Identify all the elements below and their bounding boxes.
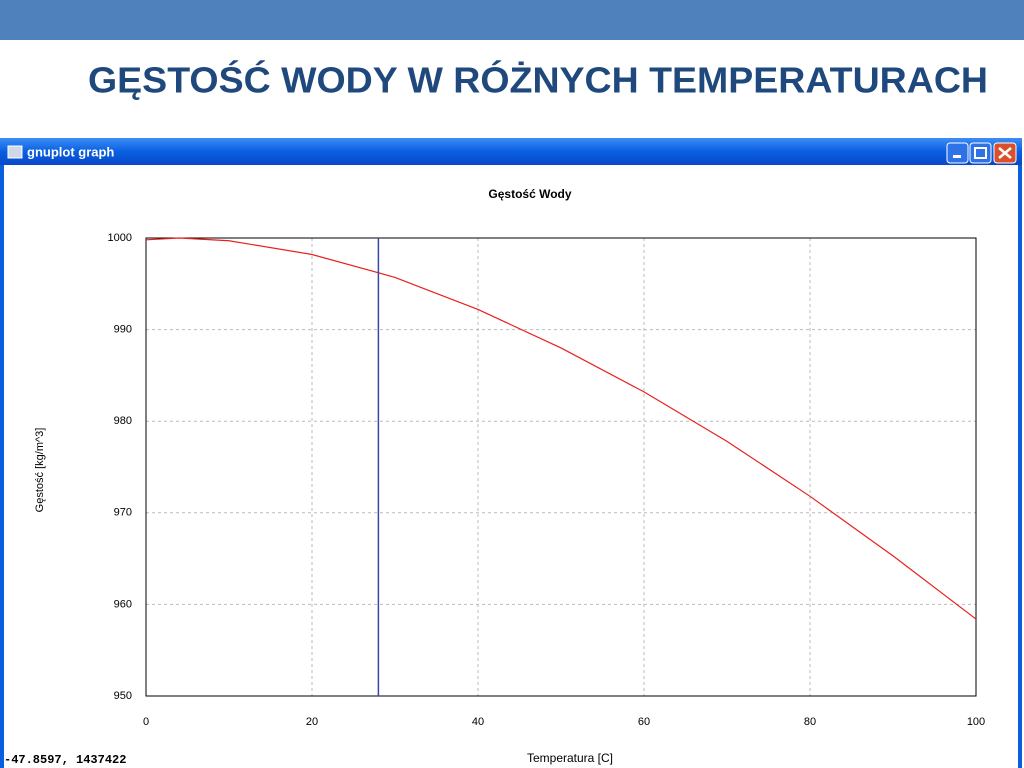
maximize-button[interactable]: [969, 142, 992, 164]
window-title: gnuplot graph: [27, 144, 114, 159]
slide-title: GĘSTOŚĆ WODY W RÓŻNYCH TEMPERATURACH: [88, 59, 988, 101]
y-tick-label: 980: [114, 415, 132, 427]
window-icon: [7, 145, 23, 159]
status-text: -47.8597, 1437422: [4, 753, 126, 767]
y-tick-label: 950: [114, 690, 132, 702]
maximize-icon: [974, 147, 987, 159]
data-line: [145, 237, 977, 620]
minimize-button[interactable]: [946, 142, 969, 164]
window-titlebar: [0, 138, 1022, 165]
top-bar: [0, 0, 1024, 40]
x-tick-label: 80: [804, 716, 816, 728]
chart-title: Gęstość Wody: [488, 187, 571, 201]
y-tick-label: 960: [114, 598, 132, 610]
x-tick-label: 40: [472, 716, 484, 728]
x-tick-label: 60: [638, 716, 650, 728]
x-tick-label: 0: [143, 716, 149, 728]
y-axis-label: Gęstość [kg/m^3]: [34, 428, 46, 513]
close-icon: [998, 147, 1012, 159]
y-tick-label: 990: [114, 324, 132, 336]
x-tick-label: 100: [967, 716, 985, 728]
plot-border: [145, 237, 977, 697]
plot: Gęstość Wody Temperatura [C] Gęstość [kg…: [34, 187, 985, 765]
minimize-icon: [953, 155, 961, 158]
y-tick-label: 970: [114, 507, 132, 519]
window-client: [4, 165, 1018, 768]
x-axis-label: Temperatura [C]: [527, 751, 613, 765]
x-tick-label: 20: [306, 716, 318, 728]
y-tick-label: 1000: [108, 232, 132, 244]
